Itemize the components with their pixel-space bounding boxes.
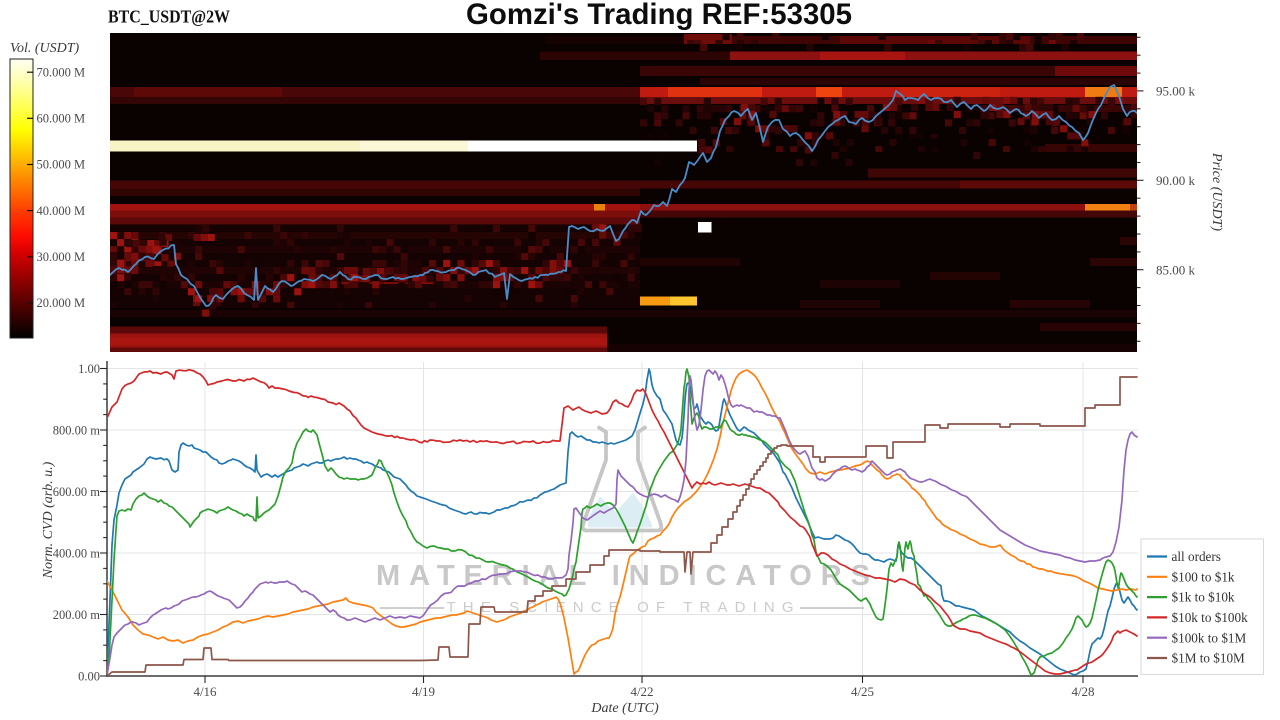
svg-text:Norm. CVD (arb. u.): Norm. CVD (arb. u.): [41, 461, 56, 579]
svg-text:4/22: 4/22: [630, 684, 653, 699]
svg-text:60.000 M: 60.000 M: [37, 112, 86, 126]
svg-text:4/25: 4/25: [851, 684, 874, 699]
svg-text:Vol. (USDT): Vol. (USDT): [10, 41, 80, 56]
svg-text:30.000 M: 30.000 M: [37, 250, 86, 264]
svg-text:4/28: 4/28: [1071, 684, 1094, 699]
svg-text:Gomzi's Trading REF:53305: Gomzi's Trading REF:53305: [466, 0, 852, 31]
svg-text:40.000 M: 40.000 M: [37, 204, 86, 218]
svg-text:600.00 m: 600.00 m: [53, 485, 101, 499]
svg-text:0.00: 0.00: [78, 669, 100, 683]
svg-text:$1k to $10k: $1k to $10k: [1172, 590, 1235, 605]
svg-text:$100k to $1M: $100k to $1M: [1172, 630, 1247, 645]
svg-text:Date (UTC): Date (UTC): [590, 701, 659, 716]
svg-text:20.000 M: 20.000 M: [37, 296, 86, 310]
svg-text:70.000 M: 70.000 M: [37, 65, 86, 79]
svg-text:90.00 k: 90.00 k: [1156, 173, 1196, 188]
svg-text:Price (USDT): Price (USDT): [1209, 152, 1224, 231]
svg-text:95.00 k: 95.00 k: [1156, 84, 1196, 99]
svg-text:85.00 k: 85.00 k: [1156, 263, 1196, 278]
svg-text:800.00 m: 800.00 m: [53, 423, 101, 437]
svg-text:$10k to $100k: $10k to $100k: [1172, 610, 1249, 625]
svg-text:all orders: all orders: [1172, 549, 1221, 564]
svg-text:$1M to $10M: $1M to $10M: [1172, 651, 1246, 666]
svg-text:400.00 m: 400.00 m: [53, 546, 101, 560]
svg-text:4/16: 4/16: [193, 684, 217, 699]
svg-text:200.00 m: 200.00 m: [53, 608, 101, 622]
svg-text:50.000 M: 50.000 M: [37, 158, 86, 172]
svg-text:1.00: 1.00: [78, 362, 100, 376]
svg-text:BTC_USDT@2W: BTC_USDT@2W: [108, 7, 230, 27]
svg-text:$100 to $1k: $100 to $1k: [1172, 569, 1235, 584]
svg-text:4/19: 4/19: [412, 684, 435, 699]
